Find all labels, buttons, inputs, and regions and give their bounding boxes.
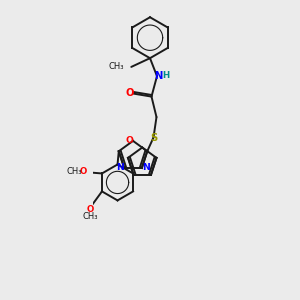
Text: N: N: [116, 163, 124, 172]
Text: CH₃: CH₃: [109, 62, 124, 71]
Text: O: O: [87, 205, 94, 214]
Text: N: N: [154, 70, 163, 81]
Text: H: H: [163, 70, 170, 80]
Text: N: N: [142, 163, 150, 172]
Text: O: O: [126, 88, 134, 98]
Text: S: S: [150, 133, 158, 142]
Text: CH₃: CH₃: [83, 212, 98, 221]
Text: CH₃: CH₃: [66, 167, 82, 176]
Text: O: O: [80, 167, 87, 176]
Text: O: O: [125, 136, 133, 145]
